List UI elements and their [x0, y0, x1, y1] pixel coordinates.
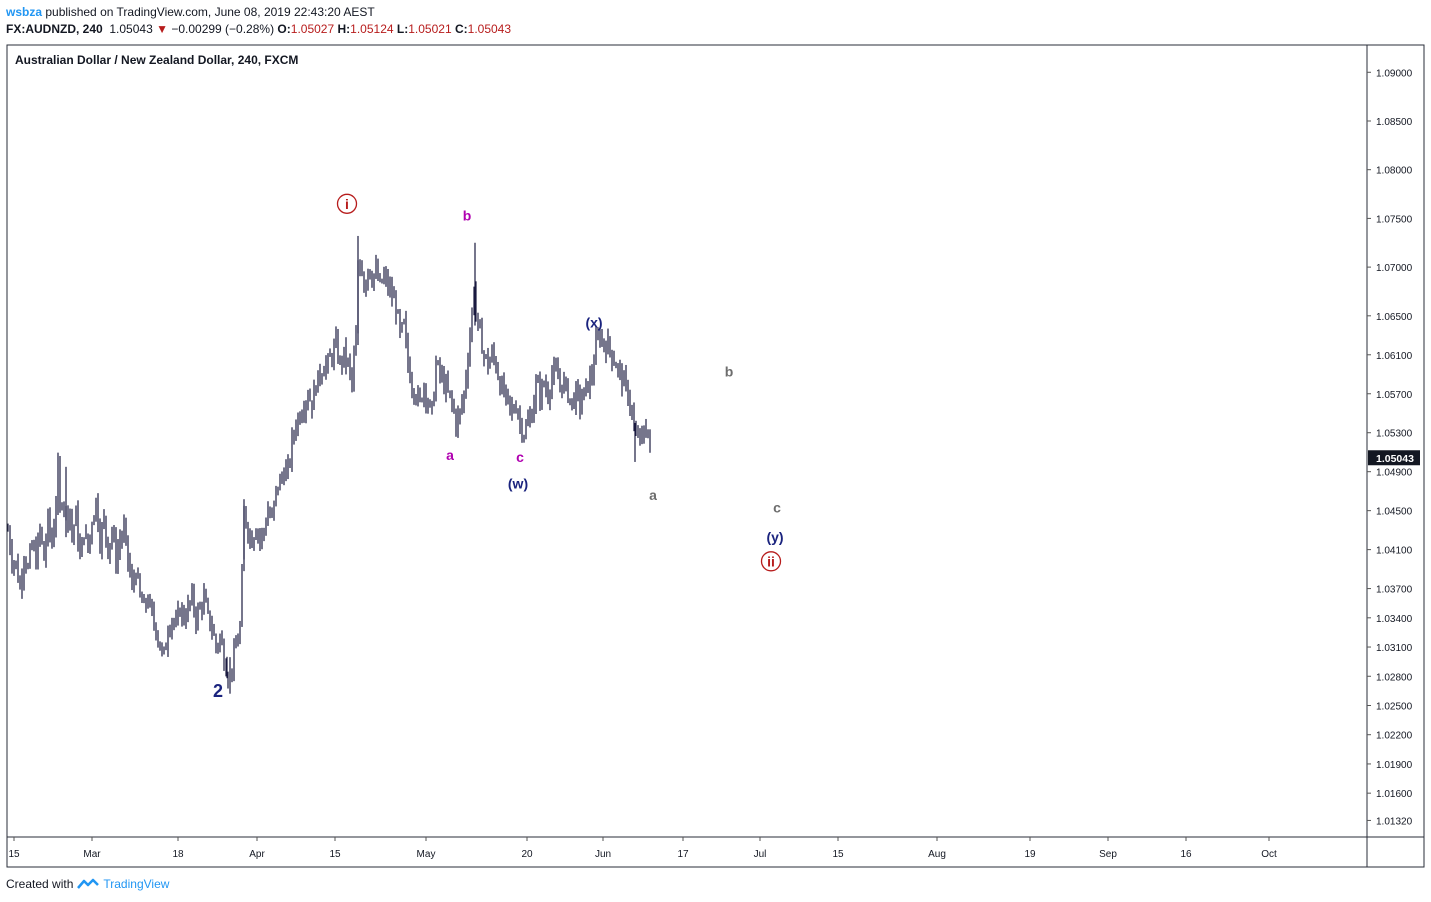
y-tick-label: 1.03100: [1376, 643, 1413, 654]
x-tick-label: 15: [329, 849, 341, 860]
x-tick-label: Mar: [83, 849, 101, 860]
x-tick-label: Apr: [249, 849, 265, 860]
chart-title: Australian Dollar / New Zealand Dollar, …: [15, 53, 298, 67]
x-tick-label: Jun: [595, 849, 611, 860]
close-label: C:: [454, 22, 468, 36]
created-with-text: Created with: [6, 877, 74, 891]
close-value: 1.05043: [467, 22, 512, 36]
x-tick-label: Oct: [1261, 849, 1277, 860]
x-tick-label: May: [417, 849, 436, 860]
wave-label: a: [649, 487, 657, 503]
x-tick-label: 15: [832, 849, 844, 860]
y-tick-label: 1.03700: [1376, 585, 1413, 596]
y-tick-label: 1.02200: [1376, 731, 1413, 742]
last-price: 1.05043: [109, 22, 153, 36]
x-tick-label: Jul: [754, 849, 767, 860]
publish-info: wsbza published on TradingView.com, June…: [6, 5, 375, 19]
y-tick-label: 1.02800: [1376, 672, 1413, 683]
last-price-tag: 1.05043: [1368, 450, 1420, 466]
low-value: 1.05021: [408, 22, 452, 36]
x-tick-label: Sep: [1099, 849, 1117, 860]
footer: Created with TradingView: [6, 877, 169, 891]
wave-label: b: [725, 363, 734, 379]
high-label: H:: [337, 22, 351, 36]
wave-label: b: [463, 207, 472, 223]
x-tick-label: 19: [1024, 849, 1036, 860]
x-tick-label: Aug: [928, 849, 946, 860]
y-tick-label: 1.05300: [1376, 429, 1413, 440]
price-bars: [7, 235, 651, 694]
y-tick-label: 1.01320: [1376, 816, 1413, 827]
time-axis-ticks: 15 Mar 18 Apr 15 May 20 Jun 17 Jul 15 Aug 19 Sep 16 Oct: [8, 837, 1277, 860]
y-tick-label: 1.02500: [1376, 701, 1413, 712]
wave-label: ii: [767, 553, 775, 569]
wave-label: c: [516, 449, 524, 465]
wave-label: (x): [585, 315, 602, 331]
x-tick-label: 18: [172, 849, 184, 860]
y-tick-label: 1.04100: [1376, 546, 1413, 557]
y-tick-label: 1.04900: [1376, 468, 1413, 479]
low-label: L:: [396, 22, 409, 36]
wave-label: a: [446, 447, 454, 463]
publish-text: published on TradingView.com, June 08, 2…: [45, 5, 375, 19]
y-tick-label: 1.04500: [1376, 507, 1413, 518]
wave-circle: [760, 551, 782, 572]
wave-label: (w): [508, 475, 528, 491]
high-value: 1.05124: [350, 22, 394, 36]
wave-circle: [336, 193, 358, 214]
x-tick-label: 17: [677, 849, 689, 860]
axis-corner: [1366, 836, 1425, 868]
y-tick-label: 1.08000: [1376, 166, 1413, 177]
tradingview-brand[interactable]: TradingView: [103, 877, 170, 891]
price-change: −0.00299 (−0.28%): [171, 22, 275, 36]
plot-area: [6, 44, 1368, 838]
y-tick-label: 1.01600: [1376, 789, 1413, 800]
symbol-label: FX:AUDNZD, 240: [6, 22, 103, 36]
y-tick-label: 1.06100: [1376, 351, 1413, 362]
y-tick-label: 1.01900: [1376, 760, 1413, 771]
x-tick-label: 20: [521, 849, 533, 860]
time-axis[interactable]: [6, 836, 1368, 868]
x-tick-label: 15: [8, 849, 20, 860]
y-tick-label: 1.08500: [1376, 117, 1413, 128]
wave-annotations: i b a c (w) (x) b a c (y) ii 2: [213, 193, 784, 701]
symbol-info: FX:AUDNZD, 240 1.05043 ▼ −0.00299 (−0.28…: [6, 22, 511, 36]
open-value: 1.05027: [290, 22, 335, 36]
y-tick-label: 1.07500: [1376, 214, 1413, 225]
author-name[interactable]: wsbza: [6, 5, 43, 19]
y-tick-label: 1.07000: [1376, 263, 1413, 274]
wave-label: i: [345, 196, 349, 212]
wave-label: 2: [213, 681, 223, 701]
y-tick-label: 1.06500: [1376, 312, 1413, 323]
wave-label: c: [773, 500, 781, 516]
y-tick-label: 1.05700: [1376, 390, 1413, 401]
price-axis-ticks: 1.09000 1.08500 1.08000 1.07500 1.07000 1.065…: [1367, 68, 1413, 827]
wave-label: (y): [766, 529, 783, 545]
y-tick-label: 1.09000: [1376, 68, 1413, 79]
last-price-label: 1.05043: [1376, 453, 1414, 465]
x-tick-label: 16: [1180, 849, 1192, 860]
tradingview-logo-icon: [77, 878, 100, 889]
y-tick-label: 1.03400: [1376, 614, 1413, 625]
down-arrow-icon: ▼: [156, 22, 168, 36]
price-axis[interactable]: [1366, 44, 1425, 838]
open-label: O:: [277, 22, 291, 36]
